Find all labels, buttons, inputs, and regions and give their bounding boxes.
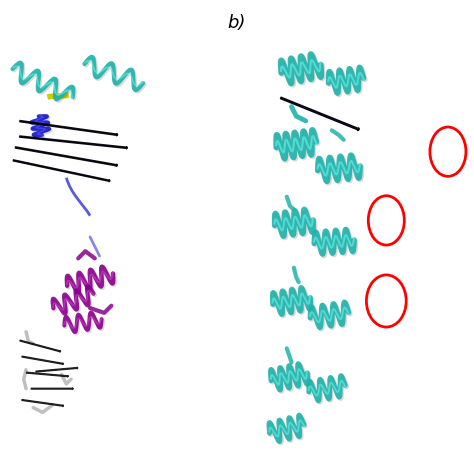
Text: b): b) [228, 14, 246, 32]
